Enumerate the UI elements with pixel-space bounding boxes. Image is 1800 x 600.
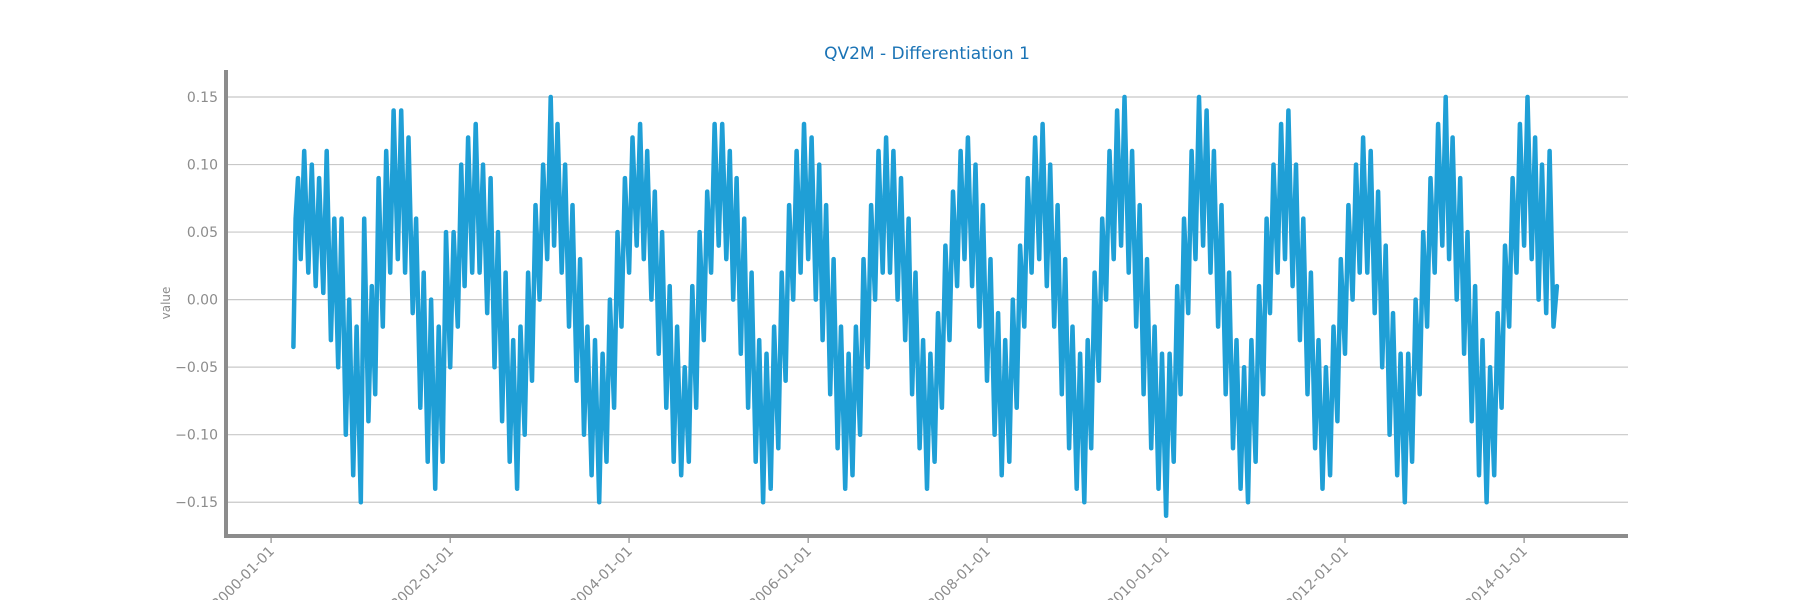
x-tick-label: 2004-01-01 <box>567 544 636 600</box>
y-tick-label: 0.10 <box>187 158 218 174</box>
axes <box>224 70 1628 538</box>
y-tick-label: −0.15 <box>175 495 218 511</box>
series-line <box>291 94 1560 518</box>
x-tick-label: 2008-01-01 <box>925 544 994 600</box>
x-tick-label: 2014-01-01 <box>1462 544 1531 600</box>
y-tick-label: −0.05 <box>175 360 218 376</box>
y-tick-label: −0.10 <box>175 428 218 444</box>
x-tick-label: 2010-01-01 <box>1104 544 1173 600</box>
series-layer <box>291 94 1560 518</box>
x-tick-label: 2006-01-01 <box>746 544 815 600</box>
chart-title: QV2M - Differentiation 1 <box>824 44 1030 64</box>
x-tick-label: 2000-01-01 <box>209 544 278 600</box>
x-tick-label: 2012-01-01 <box>1283 544 1352 600</box>
x-tick-labels: 2000-01-01 2002-01-01 2004-01-01 2006-01-01… <box>209 538 1531 600</box>
y-tick-label: 0.15 <box>187 90 218 106</box>
x-tick-label: 2002-01-01 <box>388 544 457 600</box>
y-axis-label: value <box>159 287 173 320</box>
y-tick-label: 0.00 <box>187 293 218 309</box>
y-tick-label: 0.05 <box>187 225 218 241</box>
y-tick-labels: −0.15 −0.10 −0.05 0.00 0.05 0.10 0.15 <box>175 90 218 511</box>
